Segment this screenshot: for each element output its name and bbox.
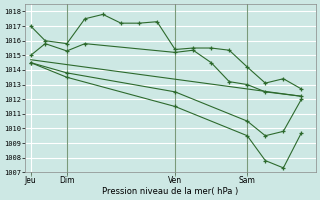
X-axis label: Pression niveau de la mer( hPa ): Pression niveau de la mer( hPa ) <box>102 187 239 196</box>
